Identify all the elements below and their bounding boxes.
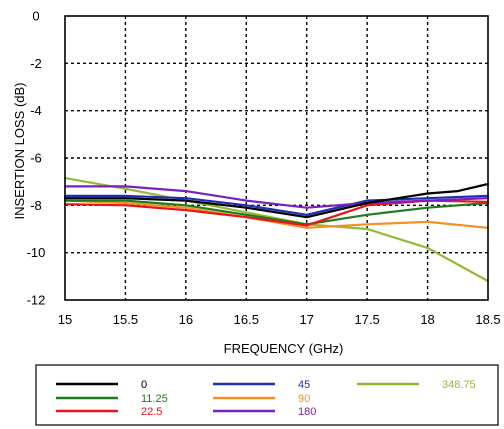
legend-box xyxy=(35,364,499,426)
y-tick-label: -4 xyxy=(30,103,42,118)
series-lines xyxy=(63,177,490,283)
x-tick-label: 17 xyxy=(299,312,313,327)
x-tick-label: 18.5 xyxy=(475,312,500,327)
y-ticks: 0 -2 -4 -6 -8 -10 -12 xyxy=(27,9,46,308)
x-tick-label: 15 xyxy=(58,312,72,327)
y-tick-label: -12 xyxy=(27,293,46,308)
x-tick-label: 17.5 xyxy=(354,312,379,327)
y-axis-title: INSERTION LOSS (dB) xyxy=(12,82,27,219)
legend-label: 45 xyxy=(298,379,310,391)
x-tick-label: 16 xyxy=(179,312,193,327)
series-line-11-25 xyxy=(63,199,490,226)
legend-label: 0 xyxy=(141,379,147,391)
legend-label: 348.75 xyxy=(442,379,476,391)
x-axis-title: FREQUENCY (GHz) xyxy=(224,341,344,356)
legend-label: 180 xyxy=(298,406,316,418)
x-tick-label: 16.5 xyxy=(234,312,259,327)
series-line-0 xyxy=(63,182,490,219)
legend-label: 90 xyxy=(298,393,310,405)
y-tick-label: -6 xyxy=(30,151,42,166)
legend-label: 11.25 xyxy=(141,393,168,405)
series-line-90 xyxy=(63,199,490,229)
series-line-180 xyxy=(63,185,490,209)
series-line-45 xyxy=(63,194,490,216)
y-tick-label: 0 xyxy=(32,9,39,24)
legend-label: 22.5 xyxy=(141,406,162,418)
plot-frame xyxy=(64,15,489,301)
y-tick-label: -10 xyxy=(27,245,46,260)
y-tick-label: -8 xyxy=(30,198,42,213)
x-tick-label: 15.5 xyxy=(113,312,138,327)
x-ticks: 15 15.5 16 16.5 17 17.5 18 18.5 xyxy=(58,312,501,327)
y-tick-label: -2 xyxy=(30,56,42,71)
x-tick-label: 18 xyxy=(420,312,434,327)
gridlines xyxy=(65,16,488,300)
